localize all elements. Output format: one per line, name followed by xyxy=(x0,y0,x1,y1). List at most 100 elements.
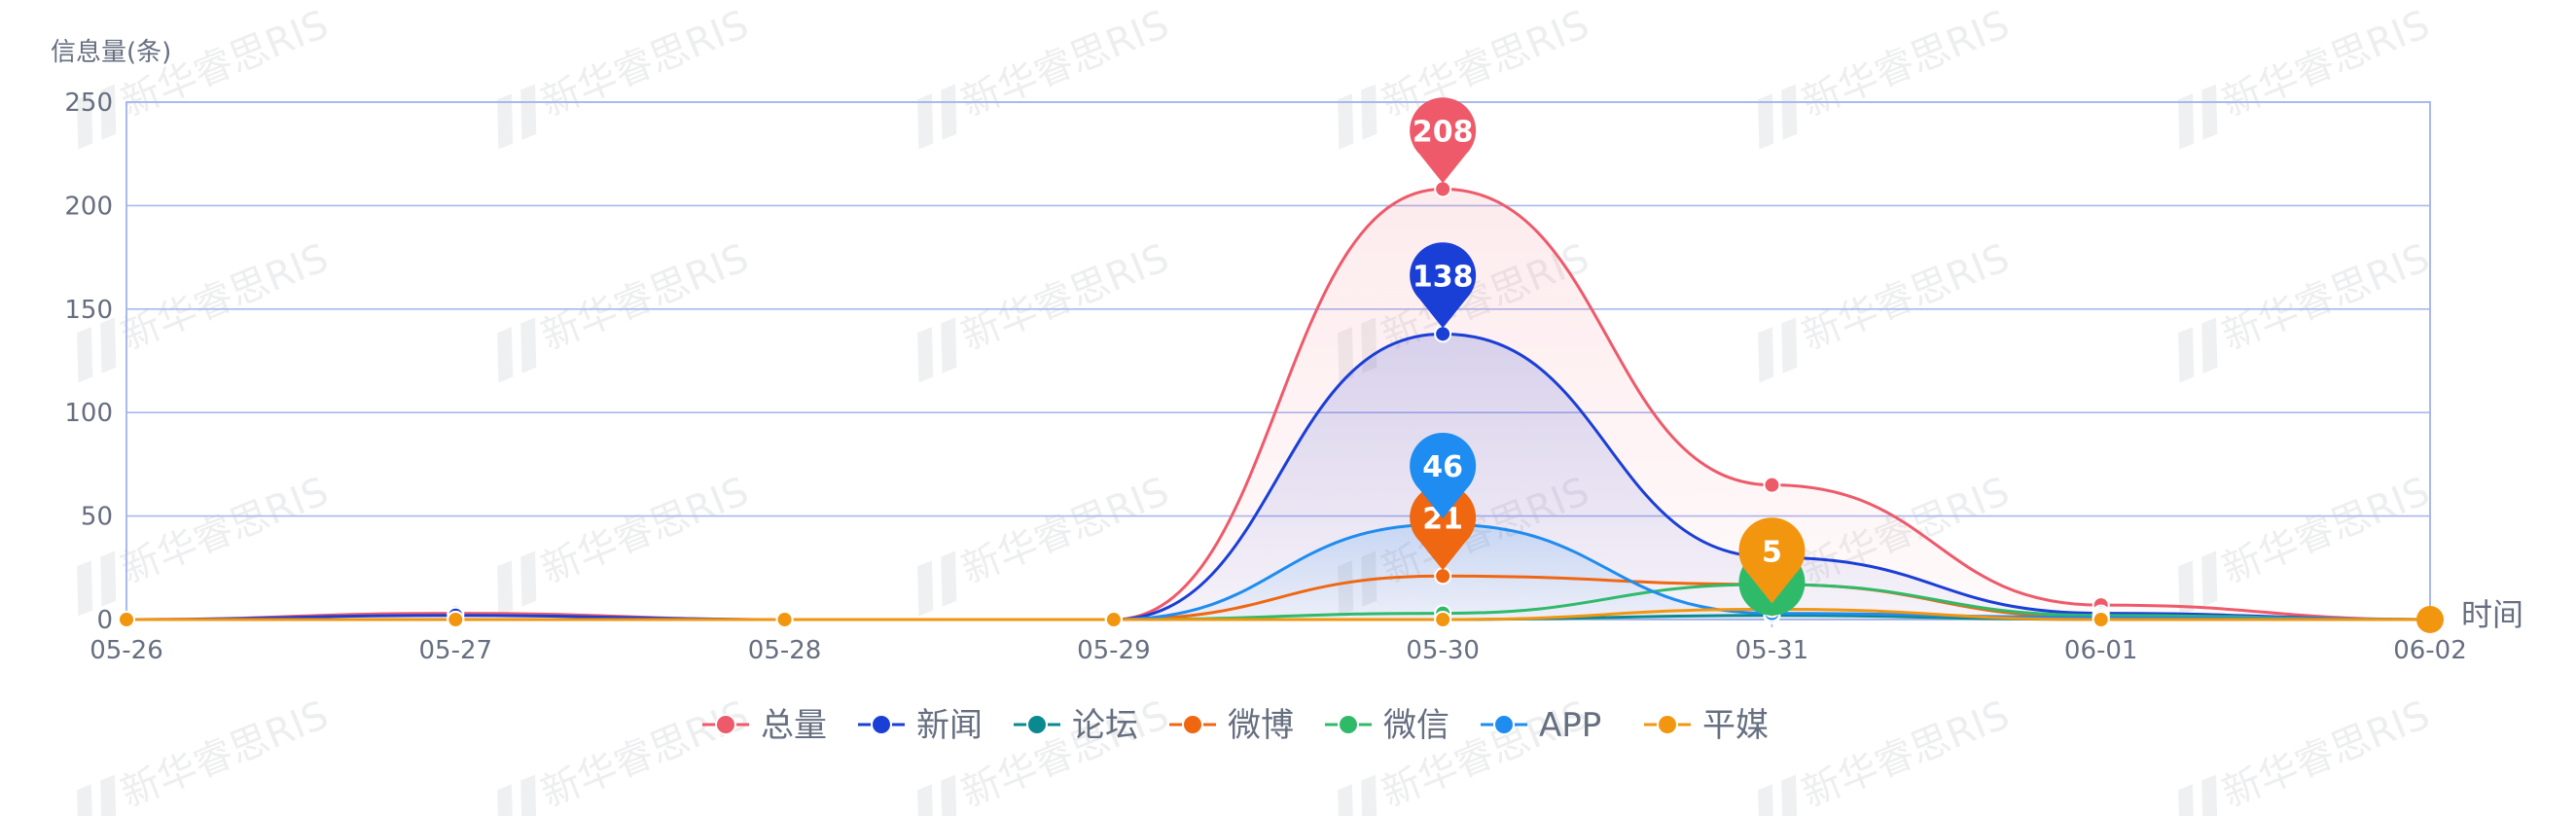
legend-marker xyxy=(871,714,892,735)
watermark-text: 新华睿思RIS xyxy=(955,2,1175,125)
y-tick-label: 250 xyxy=(64,89,113,118)
data-point[interactable] xyxy=(2092,611,2110,628)
data-point[interactable] xyxy=(1434,180,1452,198)
legend-marker xyxy=(1026,714,1048,735)
max-pin: 5 xyxy=(1738,517,1806,604)
series-area xyxy=(126,189,2430,620)
pin-shape xyxy=(1410,242,1477,329)
watermark-text: 新华睿思RIS xyxy=(2216,692,2436,816)
watermark: 新华睿思RIS xyxy=(77,469,335,617)
data-point[interactable] xyxy=(1104,611,1123,628)
pin-label: 208 xyxy=(1413,115,1474,149)
data-point[interactable] xyxy=(1434,567,1452,585)
legend-label: 总量 xyxy=(761,706,827,745)
legend-item[interactable]: 微信 xyxy=(1325,706,1449,745)
watermark-text: 新华睿思RIS xyxy=(1796,2,2016,125)
data-point[interactable] xyxy=(447,611,465,628)
legend-label: 新闻 xyxy=(916,706,983,745)
watermark: 新华睿思RIS xyxy=(497,692,755,816)
legend-label: 平媒 xyxy=(1702,706,1769,745)
watermark: 新华睿思RIS xyxy=(497,2,755,150)
watermark-text: 新华睿思RIS xyxy=(2216,469,2436,592)
watermark-text: 新华睿思RIS xyxy=(115,692,335,816)
x-tick-label: 05-30 xyxy=(1406,636,1480,665)
watermark-text: 新华睿思RIS xyxy=(1376,2,1595,125)
watermark: 新华睿思RIS xyxy=(497,469,755,617)
watermark-text: 新华睿思RIS xyxy=(955,235,1175,359)
x-tick-label: 05-28 xyxy=(748,636,822,665)
legend-item[interactable]: 论坛 xyxy=(1014,706,1138,745)
x-tick-label: 05-31 xyxy=(1735,636,1809,665)
legend-item[interactable]: 新闻 xyxy=(858,706,983,745)
legend-item[interactable]: 平媒 xyxy=(1644,706,1769,745)
legend-marker xyxy=(1657,714,1678,735)
data-point[interactable] xyxy=(2416,606,2444,633)
watermark-text: 新华睿思RIS xyxy=(535,2,755,125)
data-point[interactable] xyxy=(775,611,794,628)
watermark-text: 新华睿思RIS xyxy=(955,692,1175,816)
x-tick-label: 05-26 xyxy=(89,636,163,665)
y-tick-label: 150 xyxy=(64,296,113,325)
series-line xyxy=(125,187,2431,621)
pin-shape xyxy=(1410,484,1477,571)
legend-marker xyxy=(715,714,736,735)
y-tick-label: 100 xyxy=(64,399,113,428)
watermark: 新华睿思RIS xyxy=(77,692,335,816)
max-pin: 138 xyxy=(1410,242,1477,329)
axes: 信息量(条) 时间 xyxy=(51,38,2523,633)
watermark-text: 新华睿思RIS xyxy=(2216,2,2436,125)
legend[interactable]: 总量 新闻 论坛 微博 微信 APP 平媒 xyxy=(702,706,1769,745)
x-tick-label: 06-01 xyxy=(2064,636,2138,665)
watermark: 新华睿思RIS xyxy=(77,2,335,150)
watermark: 新华睿思RIS xyxy=(1758,2,2016,150)
watermark: 新华睿思RIS xyxy=(1758,692,2016,816)
legend-label: 论坛 xyxy=(1072,706,1138,745)
max-pin: 208 xyxy=(1410,97,1477,184)
watermark: 新华睿思RIS xyxy=(2178,692,2436,816)
pin-label: 138 xyxy=(1413,260,1474,294)
y-tick-label: 0 xyxy=(96,606,113,635)
series-line xyxy=(125,332,2431,621)
watermark-text: 新华睿思RIS xyxy=(955,469,1175,592)
pin-shape xyxy=(1738,517,1806,604)
watermark-text: 新华睿思RIS xyxy=(1796,235,2016,359)
watermark: 新华睿思RIS xyxy=(2178,469,2436,617)
pin-shape xyxy=(1410,97,1477,184)
x-tick-label: 05-29 xyxy=(1077,636,1151,665)
series-line xyxy=(126,607,2430,621)
watermark: 新华睿思RIS xyxy=(917,469,1175,617)
legend-item[interactable]: APP xyxy=(1481,706,1601,745)
legend-item[interactable]: 微博 xyxy=(1169,706,1294,745)
data-point[interactable] xyxy=(1763,476,1781,494)
legend-marker xyxy=(1182,714,1203,735)
legend-marker xyxy=(1338,714,1359,735)
data-point[interactable] xyxy=(1434,325,1452,343)
legend-marker xyxy=(1493,714,1515,735)
legend-label: 微信 xyxy=(1383,706,1449,745)
watermark-text: 新华睿思RIS xyxy=(1796,692,2016,816)
legend-item[interactable]: 总量 xyxy=(702,706,827,745)
max-pin: 46 xyxy=(1410,433,1477,519)
legend-label: 微博 xyxy=(1228,706,1294,745)
watermark: 新华睿思RIS xyxy=(917,2,1175,150)
watermark-text: 新华睿思RIS xyxy=(115,469,335,592)
data-point[interactable] xyxy=(1434,611,1452,628)
series-lines xyxy=(125,187,2431,621)
pin-label: 5 xyxy=(1762,535,1782,569)
x-tick-label: 05-27 xyxy=(419,636,493,665)
watermark-text: 新华睿思RIS xyxy=(535,469,755,592)
watermark-text: 新华睿思RIS xyxy=(115,235,335,359)
legend-label: APP xyxy=(1539,706,1601,745)
x-tick-label: 06-02 xyxy=(2393,636,2467,665)
data-point[interactable] xyxy=(118,611,135,628)
watermark-text: 新华睿思RIS xyxy=(535,235,755,359)
y-tick-label: 200 xyxy=(64,192,113,221)
y-tick-label: 50 xyxy=(81,503,113,532)
watermark-text: 新华睿思RIS xyxy=(2216,235,2436,359)
y-axis-title: 信息量(条) xyxy=(51,38,171,67)
pin-shape xyxy=(1410,433,1477,519)
x-axis-title: 时间 xyxy=(2461,596,2523,633)
watermark-text: 新华睿思RIS xyxy=(535,692,755,816)
